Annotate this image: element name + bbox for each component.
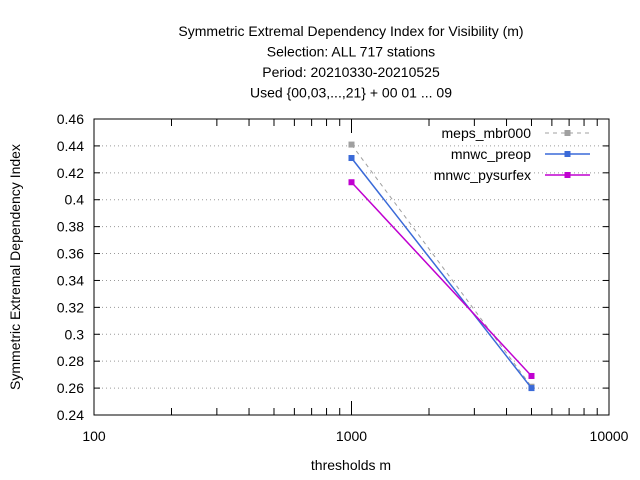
y-tick-label: 0.28: [57, 353, 84, 369]
series-line: [350, 157, 533, 389]
legend-label: mnwc_pysurfex: [434, 167, 531, 183]
plot-frame: [93, 118, 610, 416]
title-line: Used {00,03,...,21} + 00 01 ... 09: [250, 85, 452, 101]
data-point: [528, 372, 535, 379]
y-tick-label: 0.3: [65, 326, 85, 342]
data-point: [348, 155, 355, 162]
series-mnwc_preop: [348, 155, 535, 392]
y-tick-label: 0.26: [57, 380, 84, 396]
data-point: [348, 141, 355, 148]
title-line: Selection: ALL 717 stations: [267, 44, 435, 60]
y-tick-label: 0.24: [57, 407, 84, 423]
x-axis-label: thresholds m: [311, 457, 391, 473]
y-tick-label: 0.34: [57, 272, 84, 288]
title-line: Period: 20210330-20210525: [262, 64, 440, 80]
series-lines: [348, 141, 535, 392]
legend-marker: [564, 172, 571, 178]
legend-label: meps_mbr000: [442, 125, 532, 141]
series-mnwc_pysurfex: [348, 179, 535, 379]
y-tick-label: 0.44: [57, 138, 84, 154]
x-tick-label: 100: [82, 428, 106, 444]
x-tick-label: 1000: [336, 428, 367, 444]
data-point: [528, 385, 535, 392]
x-tick-label: 10000: [590, 428, 629, 444]
y-tick-label: 0.32: [57, 299, 84, 315]
data-point: [348, 179, 355, 186]
y-tick-label: 0.46: [57, 111, 84, 127]
y-tick-label: 0.36: [57, 246, 84, 262]
series-line: [350, 181, 533, 377]
legend-label: mnwc_preop: [451, 146, 531, 162]
chart-title: Symmetric Extremal Dependency Index for …: [178, 23, 523, 101]
series-line: [351, 144, 532, 387]
y-tick-label: 0.38: [57, 219, 84, 235]
x-axis: 100 1000 10000: [82, 119, 629, 444]
y-axis: 0.24 0.26 0.28 0.3 0.32 0.34 0.36 0.38 0.4 0.42 0.…: [57, 111, 609, 423]
title-line: Symmetric Extremal Dependency Index for …: [178, 23, 523, 39]
y-axis-label: Symmetric Extremal Dependency Index: [7, 144, 23, 390]
legend-marker: [564, 130, 571, 136]
legend-marker: [564, 151, 571, 157]
y-tick-label: 0.42: [57, 165, 84, 181]
legend: meps_mbr000 mnwc_preop mnwc_pysurfex: [434, 125, 590, 183]
y-tick-label: 0.4: [65, 192, 85, 208]
